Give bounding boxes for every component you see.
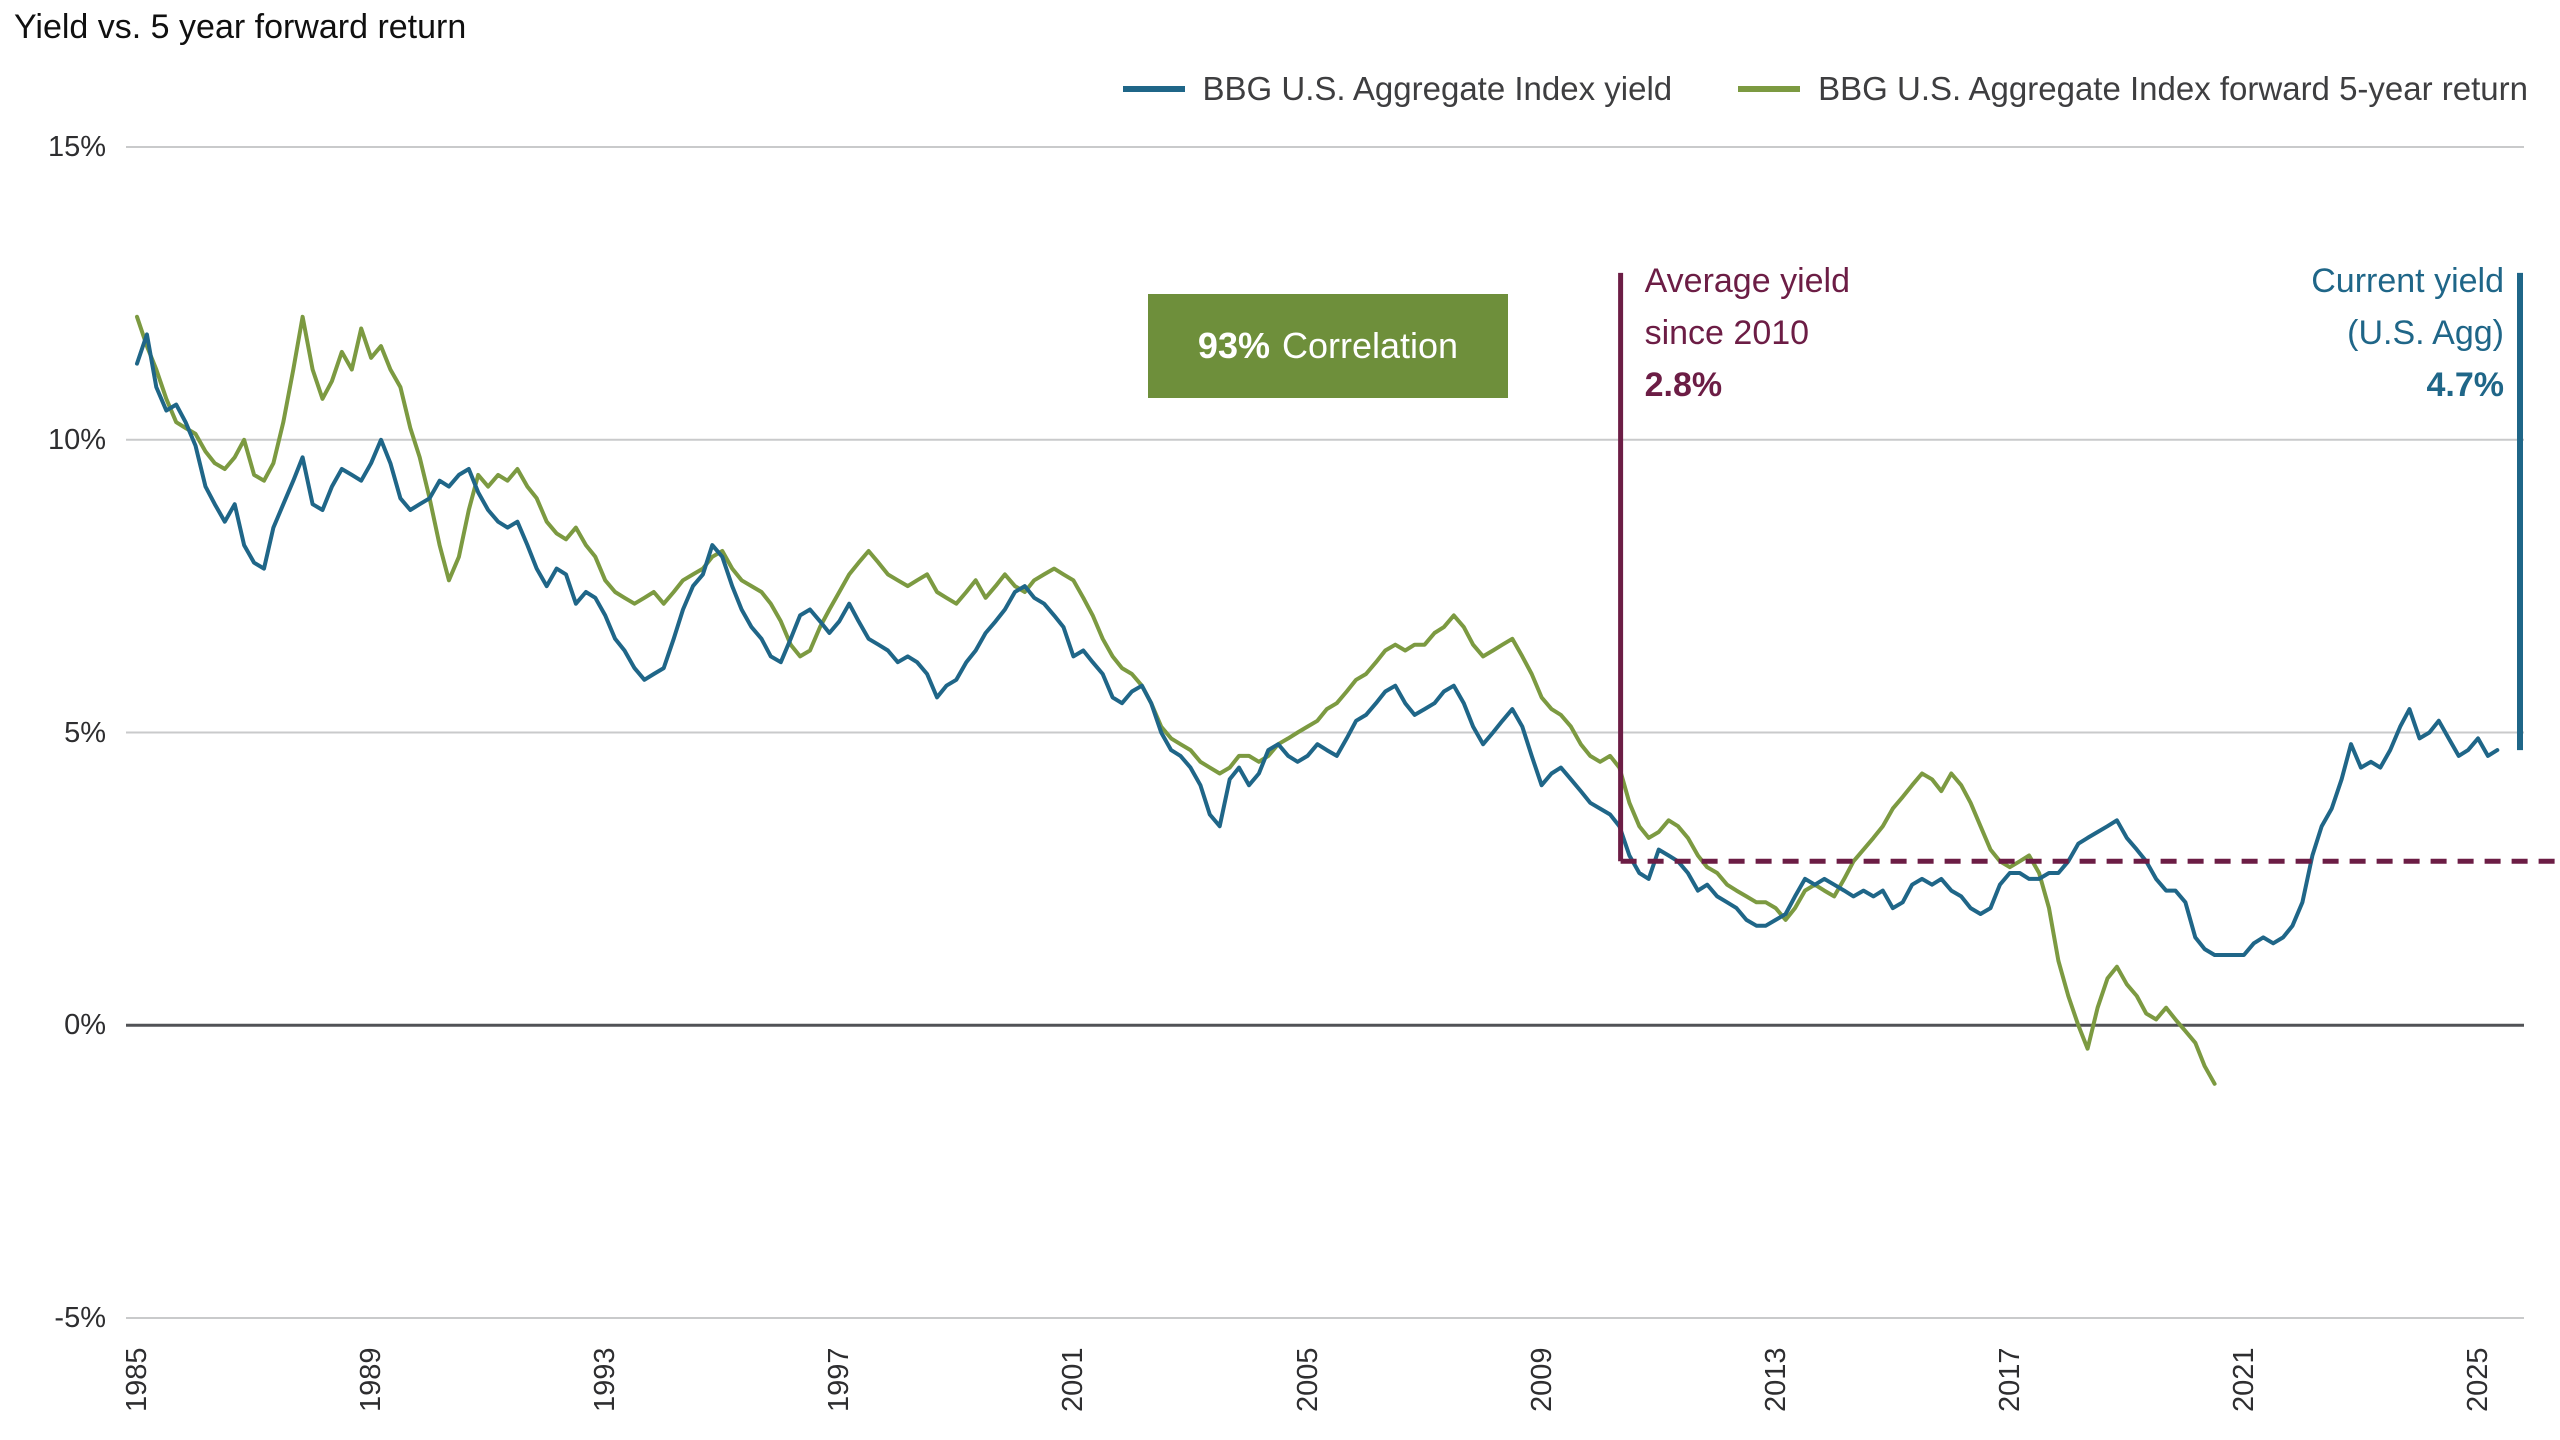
average-yield-annotation: Average yield since 2010 2.8% [1645, 255, 1850, 411]
legend-item-yield: BBG U.S. Aggregate Index yield [1122, 70, 1673, 108]
forward-return-line-swatch [1738, 86, 1801, 92]
average-yield-label-line1: Average yield [1644, 262, 1850, 300]
correlation-label: Correlation [1281, 325, 1459, 366]
y-axis-label: 5% [64, 716, 106, 749]
average-yield-label-line2: since 2010 [1644, 314, 1810, 352]
legend-label-forward-return: BBG U.S. Aggregate Index forward 5-year … [1818, 70, 2528, 107]
x-axis-label: 2021 [2227, 1347, 2260, 1412]
x-axis-label: 1989 [355, 1347, 388, 1412]
x-axis-label: 2013 [1759, 1347, 1792, 1412]
current-yield-label-line1: Current yield [2311, 262, 2504, 300]
legend-item-forward-return: BBG U.S. Aggregate Index forward 5-year … [1738, 70, 2528, 108]
y-axis-label: 15% [47, 131, 106, 163]
x-axis-label: 2009 [1525, 1347, 1558, 1412]
x-axis-label: 2005 [1291, 1347, 1324, 1412]
yield-line [135, 332, 2500, 957]
y-axis-label: 10% [47, 423, 106, 456]
x-axis-label: 1985 [121, 1347, 153, 1412]
x-axis-label: 2025 [2462, 1347, 2494, 1412]
chart-title: Yield vs. 5 year forward return [14, 8, 467, 46]
correlation-value: 93% [1197, 325, 1270, 366]
current-yield-value: 4.7% [2426, 366, 2505, 404]
current-yield-label-line2: (U.S. Agg) [2347, 314, 2504, 352]
average-yield-value: 2.8% [1644, 366, 1723, 404]
legend-label-yield: BBG U.S. Aggregate Index yield [1202, 70, 1673, 107]
x-axis-label: 2017 [1993, 1347, 2026, 1412]
y-axis-label: -5% [54, 1302, 106, 1334]
y-axis-label: 0% [64, 1009, 106, 1042]
correlation-badge: 93% Correlation [1148, 294, 1508, 398]
yield-line-swatch [1122, 86, 1185, 92]
current-yield-annotation: Current yield (U.S. Agg) 4.7% [2311, 255, 2504, 411]
x-axis-label: 2001 [1057, 1347, 1090, 1412]
forward-return-line [135, 314, 2217, 1086]
x-axis-label: 1997 [823, 1347, 856, 1412]
x-axis-label: 1993 [589, 1347, 622, 1412]
legend: BBG U.S. Aggregate Index yield BBG U.S. … [1122, 70, 2528, 108]
